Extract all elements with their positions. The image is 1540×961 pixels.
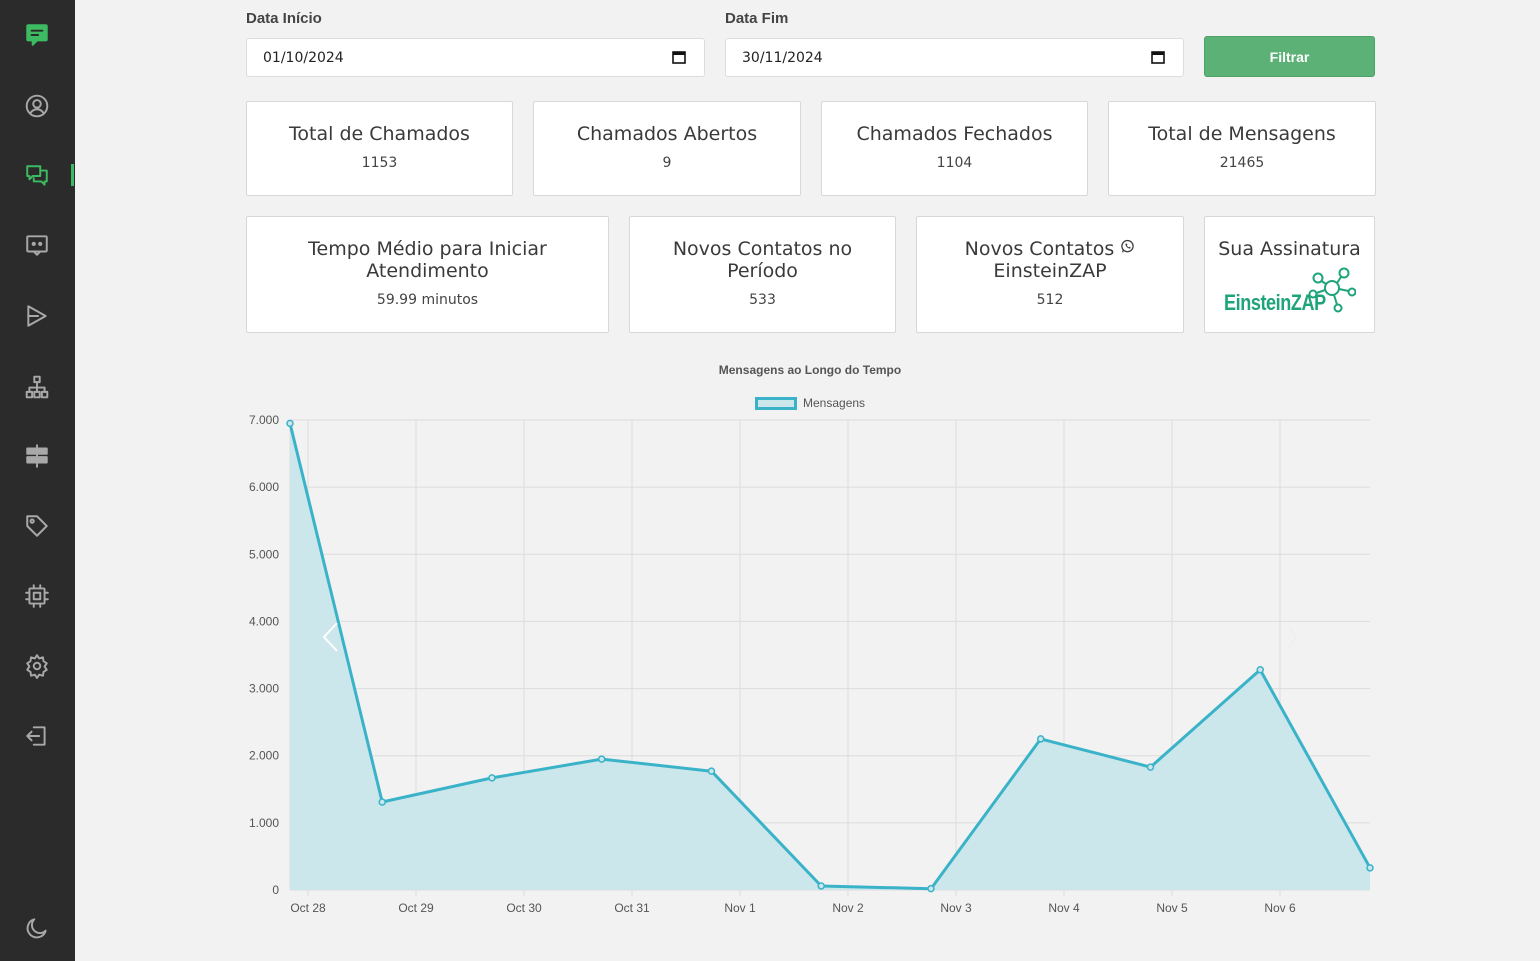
end-date-value: 30/11/2024 bbox=[742, 49, 823, 66]
x-tick-label: Oct 31 bbox=[614, 901, 650, 915]
chevron-right-icon bbox=[1288, 626, 1297, 648]
card-value: 9 bbox=[662, 155, 672, 171]
filter-button[interactable]: Filtrar bbox=[1204, 36, 1375, 77]
x-tick-label: Nov 5 bbox=[1156, 901, 1188, 915]
y-tick-label: 5.000 bbox=[249, 547, 279, 561]
signpost-icon[interactable] bbox=[22, 441, 52, 471]
data-point bbox=[597, 755, 606, 763]
whatsapp-icon bbox=[1121, 239, 1135, 253]
card-value: 1104 bbox=[936, 155, 973, 171]
start-date-input[interactable]: 01/10/2024 bbox=[246, 38, 705, 77]
start-date-value: 01/10/2024 bbox=[263, 49, 344, 66]
series-area-fill bbox=[290, 423, 1370, 890]
einsteinzap-logo: EinsteinZAP bbox=[1205, 266, 1374, 316]
legend-label: Mensagens bbox=[803, 396, 866, 410]
card-chamados-fechados: Chamados Fechados 1104 bbox=[821, 101, 1088, 196]
x-tick-label: Nov 1 bbox=[724, 901, 756, 915]
x-tick-label: Nov 6 bbox=[1264, 901, 1296, 915]
data-point bbox=[817, 882, 825, 890]
card-title-line1: Novos Contatos bbox=[964, 238, 1115, 260]
start-date-label: Data Início bbox=[246, 10, 322, 27]
sidebar bbox=[0, 0, 75, 961]
end-date-label: Data Fim bbox=[725, 10, 789, 27]
x-tick-label: Oct 28 bbox=[290, 901, 326, 915]
card-title: Total de Mensagens bbox=[1148, 123, 1336, 145]
card-total-mensagens: Total de Mensagens 21465 bbox=[1108, 101, 1376, 196]
data-point bbox=[1366, 864, 1374, 872]
chat-square-icon[interactable] bbox=[22, 20, 52, 50]
data-point bbox=[286, 419, 294, 428]
end-date-input[interactable]: 30/11/2024 bbox=[725, 38, 1184, 77]
y-tick-label: 0 bbox=[272, 883, 279, 897]
card-value: 21465 bbox=[1219, 155, 1265, 171]
play-forward-icon[interactable] bbox=[22, 301, 52, 331]
card-assinatura: Sua Assinatura EinsteinZAP bbox=[1204, 216, 1375, 333]
chart-title: Mensagens ao Longo do Tempo bbox=[718, 363, 902, 377]
user-circle-icon[interactable] bbox=[22, 91, 52, 121]
legend-swatch bbox=[755, 396, 797, 410]
card-title: Total de Chamados bbox=[289, 123, 470, 145]
card-tempo-medio: Tempo Médio para Iniciar Atendimento 59.… bbox=[246, 216, 609, 333]
card-title: Sua Assinatura bbox=[1218, 238, 1361, 260]
network-molecule-icon bbox=[1308, 267, 1356, 313]
chip-icon[interactable] bbox=[22, 581, 52, 611]
data-point bbox=[927, 884, 935, 893]
data-point bbox=[1256, 666, 1264, 674]
card-value: 512 bbox=[1036, 292, 1064, 308]
chart-canvas: 0 1.000 2.000 3.000 4.000 5.000 6.000 7.000 Oct … bbox=[249, 413, 1374, 915]
card-title: Tempo Médio para Iniciar Atendimento bbox=[308, 238, 547, 282]
messages-chart: Mensagens ao Longo do Tempo Mensagens 0 1… bbox=[240, 355, 1380, 935]
data-point bbox=[488, 774, 496, 782]
chats-icon[interactable] bbox=[22, 161, 52, 191]
logo-text: EinsteinZAP bbox=[1223, 290, 1326, 315]
bot-message-icon[interactable] bbox=[22, 230, 52, 260]
data-point bbox=[1036, 735, 1045, 743]
logout-icon[interactable] bbox=[22, 721, 52, 751]
card-total-chamados: Total de Chamados 1153 bbox=[246, 101, 513, 196]
card-title: Novos Contatos no Período bbox=[672, 238, 853, 282]
calendar-icon[interactable] bbox=[672, 50, 686, 64]
x-tick-label: Nov 3 bbox=[940, 901, 972, 915]
card-title-line2: EinsteinZAP bbox=[993, 260, 1107, 282]
card-value: 533 bbox=[749, 292, 776, 308]
x-tick-label: Oct 29 bbox=[398, 901, 434, 915]
data-point bbox=[378, 798, 386, 806]
card-title: Chamados Abertos bbox=[576, 123, 758, 145]
chevron-left-icon bbox=[322, 622, 338, 652]
chart-legend[interactable]: Mensagens bbox=[755, 396, 865, 410]
card-value: 59.99 minutos bbox=[376, 292, 479, 308]
x-tick-label: Nov 4 bbox=[1048, 901, 1080, 915]
data-point bbox=[707, 767, 716, 775]
hierarchy-icon[interactable] bbox=[22, 372, 52, 402]
gear-icon[interactable] bbox=[22, 651, 52, 681]
active-indicator bbox=[71, 164, 74, 186]
y-tick-label: 2.000 bbox=[249, 749, 279, 763]
data-point bbox=[1146, 763, 1155, 771]
y-tick-label: 4.000 bbox=[249, 614, 279, 628]
tag-icon[interactable] bbox=[22, 511, 52, 541]
x-tick-label: Nov 2 bbox=[832, 901, 864, 915]
y-tick-label: 1.000 bbox=[249, 816, 279, 830]
calendar-icon[interactable] bbox=[1151, 50, 1165, 64]
card-novos-contatos-zap: Novos Contatos EinsteinZAP 512 bbox=[916, 216, 1184, 333]
y-tick-label: 3.000 bbox=[249, 682, 279, 696]
y-tick-label: 7.000 bbox=[249, 413, 279, 427]
x-tick-label: Oct 30 bbox=[506, 901, 542, 915]
card-title: Chamados Fechados bbox=[856, 123, 1053, 145]
card-value: 1153 bbox=[361, 155, 398, 171]
y-tick-label: 6.000 bbox=[249, 480, 279, 494]
card-chamados-abertos: Chamados Abertos 9 bbox=[533, 101, 801, 196]
moon-icon[interactable] bbox=[22, 913, 52, 943]
card-title: Novos Contatos EinsteinZAP bbox=[917, 238, 1183, 282]
card-novos-contatos: Novos Contatos no Período 533 bbox=[629, 216, 896, 333]
